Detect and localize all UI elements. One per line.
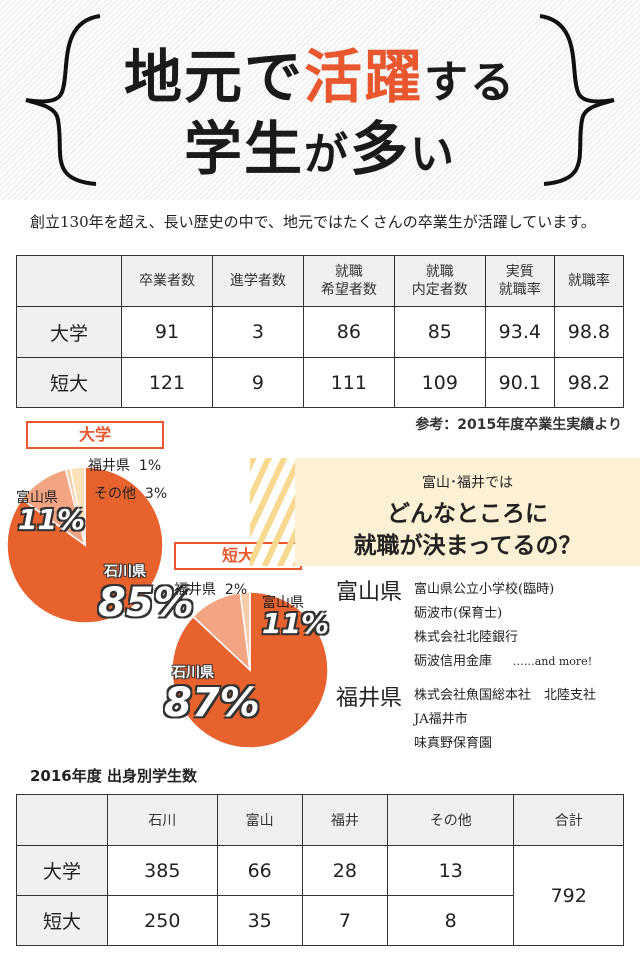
pie-slice-label: 石川県 bbox=[172, 665, 214, 681]
pie-slice-label: 福井県 2% bbox=[174, 582, 248, 598]
table-header-cell: 就職 内定者数 bbox=[393, 255, 486, 307]
table-cell: 93.4 bbox=[484, 306, 555, 358]
reference-note: 参考：2015年度卒業生実績より bbox=[415, 417, 622, 433]
table-header-row: 石川 富山 福井 その他 合計 bbox=[16, 794, 624, 846]
hero-title-text: が bbox=[304, 129, 350, 180]
employer-item: JA福井市 bbox=[414, 712, 468, 727]
table-cell: 121 bbox=[121, 357, 213, 408]
hero-title-accent: 活躍 bbox=[304, 43, 425, 111]
pie-slice-label: 富山県 bbox=[262, 595, 304, 611]
hero-banner: 地元で活躍する 学生が多い bbox=[0, 0, 640, 200]
table-cell: 28 bbox=[301, 845, 389, 896]
employer-item: 砺波信用金庫 ……and more! bbox=[414, 654, 593, 669]
employer-item: 味真野保育園 bbox=[414, 736, 493, 751]
prefecture-label-fukui: 福井県 bbox=[336, 686, 403, 711]
table-cell: 90.1 bbox=[484, 357, 555, 408]
callout-title: 就職が決まってるの？ bbox=[353, 532, 582, 559]
hero-title-text: 多 bbox=[350, 115, 411, 183]
table-cell: 86 bbox=[302, 306, 395, 358]
employer-item: 株式会社魚国総本社 北陸支社 bbox=[414, 688, 597, 703]
row-label: 短大 bbox=[16, 357, 122, 408]
table-header-cell: 就職率 bbox=[553, 255, 625, 307]
table-cell: 385 bbox=[107, 845, 218, 896]
pie-slice-value: 11% bbox=[18, 503, 86, 536]
table-row: 大学 91 3 86 85 93.4 98.8 bbox=[16, 306, 625, 358]
table-header-cell: 福井 bbox=[301, 794, 389, 846]
table-cell: 98.2 bbox=[553, 357, 625, 408]
callout-subtitle: 富山･福井では bbox=[422, 475, 513, 491]
pie-slice-label: 石川県 bbox=[104, 564, 146, 580]
table-header-cell: 合計 bbox=[513, 794, 624, 846]
callout-title: どんなところに bbox=[387, 500, 548, 527]
pie-label-university: 大学 bbox=[26, 421, 164, 449]
employer-item: 株式会社北陸銀行 bbox=[414, 630, 519, 645]
hero-title-line2: 学生が多い bbox=[0, 102, 640, 186]
employer-item: 富山県公立小学校(臨時) bbox=[414, 582, 555, 597]
hero-title-text: 学生 bbox=[183, 115, 304, 183]
table-row: 大学 385 66 28 13 792 bbox=[16, 845, 624, 946]
table-cell: 98.8 bbox=[553, 306, 625, 358]
pie-slice-その他 bbox=[69, 466, 86, 546]
hero-title-text: 地元で bbox=[123, 43, 304, 111]
table-header-cell: 就職 希望者数 bbox=[302, 255, 395, 307]
students-table: 石川 富山 福井 その他 合計 大学 385 66 28 13 792 短大 2… bbox=[16, 794, 624, 946]
table-cell: 250 bbox=[107, 895, 218, 946]
total-cell: 792 bbox=[513, 845, 624, 946]
pie-slice-value: 87% bbox=[164, 680, 260, 726]
employer-item: 砺波市(保育士) bbox=[414, 606, 503, 621]
table-row: 短大 250 35 7 8 bbox=[16, 895, 624, 946]
hero-title-text: する bbox=[424, 57, 517, 108]
pie-slice-label: その他 3% bbox=[94, 486, 168, 502]
table-row: 短大 121 9 111 109 90.1 98.2 bbox=[16, 357, 625, 408]
table-cell: 9 bbox=[211, 357, 304, 408]
pie-slice-value: 85% bbox=[98, 580, 194, 626]
table-header-cell: 進学者数 bbox=[211, 255, 304, 307]
callout-box: 富山･福井では どんなところに 就職が決まってるの？ bbox=[295, 458, 640, 566]
table-header-cell: 卒業者数 bbox=[121, 255, 213, 307]
table-corner-cell bbox=[16, 794, 108, 846]
pie-chart-university bbox=[6, 466, 164, 624]
table-cell: 85 bbox=[393, 306, 486, 358]
table-cell: 3 bbox=[211, 306, 304, 358]
row-label: 短大 bbox=[16, 895, 108, 946]
prefecture-label-toyama: 富山県 bbox=[336, 580, 403, 605]
pie-slice-label: 富山県 bbox=[16, 490, 58, 506]
table-cell: 13 bbox=[387, 845, 515, 896]
table-header-cell: 富山 bbox=[216, 794, 303, 846]
table-cell: 8 bbox=[387, 895, 515, 946]
table-cell: 109 bbox=[393, 357, 486, 408]
row-label: 大学 bbox=[16, 845, 108, 896]
students-section-title: 2016年度 出身別学生数 bbox=[30, 767, 197, 785]
left-brace-ornament bbox=[25, 14, 101, 186]
table-cell: 7 bbox=[301, 895, 389, 946]
pie-chart-junior-college bbox=[171, 591, 329, 749]
hero-title-text: い bbox=[410, 129, 457, 180]
table-header-cell: その他 bbox=[387, 794, 515, 846]
pie-slice-石川県 bbox=[171, 591, 329, 749]
table-cell: 111 bbox=[302, 357, 395, 408]
pie-slice-福井県 bbox=[239, 591, 251, 671]
employment-table: 卒業者数 進学者数 就職 希望者数 就職 内定者数 実質 就職率 就職率 大学 … bbox=[16, 255, 625, 408]
table-cell: 66 bbox=[216, 845, 303, 896]
table-header-row: 卒業者数 進学者数 就職 希望者数 就職 内定者数 実質 就職率 就職率 bbox=[16, 255, 625, 307]
row-label: 大学 bbox=[16, 306, 122, 358]
table-cell: 35 bbox=[216, 895, 303, 946]
table-corner-cell bbox=[16, 255, 122, 307]
table-cell: 91 bbox=[121, 306, 213, 358]
and-more-text: ……and more! bbox=[512, 655, 593, 668]
table-header-cell: 石川 bbox=[107, 794, 218, 846]
pie-slice-value: 11% bbox=[262, 607, 330, 640]
table-header-cell: 実質 就職率 bbox=[484, 255, 555, 307]
right-brace-ornament bbox=[539, 14, 615, 186]
intro-text: 創立130年を超え、長い歴史の中で、地元ではたくさんの卒業生が活躍しています。 bbox=[30, 213, 596, 231]
pie-slice-label: 福井県 1% bbox=[88, 458, 162, 474]
hero-title-line1: 地元で活躍する bbox=[0, 30, 640, 114]
